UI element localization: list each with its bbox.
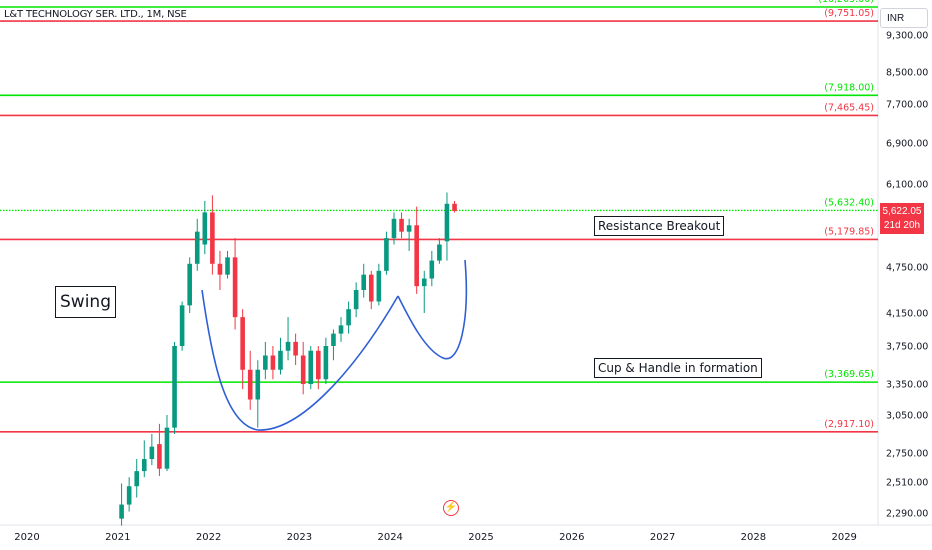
candle-body-34 [376,270,382,302]
candle-body-35 [384,238,389,271]
candle-body-9 [187,263,192,306]
y-tick-label-0: 9,300.00 [886,31,928,42]
level-label-2: (7,918.00) [824,82,874,93]
candle-body-32 [361,274,367,290]
y-tick-label-2: 7,700.00 [886,100,928,111]
candle-body-7 [172,346,177,428]
y-tick-label-7: 3,750.00 [886,342,928,353]
lightning-icon[interactable]: ⚡ [443,500,459,516]
candle-body-41 [429,260,435,279]
y-tick-label-6: 4,150.00 [886,309,928,320]
cup-curve [201,289,399,431]
candle-body-27 [323,346,329,380]
candle-body-10 [194,231,200,264]
candle-body-44 [452,203,457,211]
candle-body-1 [126,486,132,505]
candle-body-33 [368,274,374,302]
candle-body-39 [414,225,419,287]
candle-body-38 [406,225,412,232]
y-tick-label-10: 2,750.00 [886,449,928,460]
y-tick-label-1: 8,500.00 [886,68,928,79]
candle-body-5 [157,444,162,469]
candle-body-42 [437,244,442,261]
candle-body-11 [202,212,208,245]
handle-curve [397,259,468,360]
candle-body-19 [263,355,268,370]
candle-body-21 [278,350,283,370]
swing-annotation[interactable]: Swing [55,286,116,318]
candle-body-29 [338,325,344,334]
candle-body-24 [300,355,306,384]
candle-body-16 [240,317,245,370]
y-tick-label-5: 4,750.00 [886,263,928,274]
x-tick-label-1: 2021 [105,532,130,543]
candle-body-12 [210,212,215,264]
candle-body-0 [119,504,124,519]
y-tick-label-8: 3,350.00 [886,380,928,391]
y-tick-label-4: 6,100.00 [886,180,928,191]
currency-selector[interactable]: INR [880,8,928,28]
level-label-6: (3,369.65) [824,369,874,380]
candle-body-3 [141,459,147,472]
candle-body-17 [247,369,253,400]
candle-body-14 [225,257,230,275]
candle-body-15 [232,257,238,318]
candle-body-20 [270,355,276,370]
last-price-badge: 5,622.05 21d 20h [880,203,924,234]
x-tick-label-2: 2022 [196,532,221,543]
bar-countdown: 21d 20h [883,220,921,231]
x-tick-label-6: 2026 [559,532,584,543]
x-tick-label-9: 2029 [831,532,856,543]
candle-body-28 [331,333,336,346]
y-tick-label-9: 3,050.00 [886,411,928,422]
candle-body-4 [149,446,155,460]
candle-body-6 [164,427,170,469]
candle-body-43 [444,203,450,242]
candle-body-37 [399,218,404,232]
symbol-title: L&T TECHNOLOGY SER. LTD., 1M, NSE [4,9,187,20]
candle-body-25 [308,350,314,384]
x-tick-label-3: 2023 [287,532,312,543]
level-label-1: (9,751.05) [824,8,874,19]
level-label-4: (5,632.40) [824,197,874,208]
x-tick-label-8: 2028 [741,532,766,543]
candle-body-23 [293,341,298,356]
candle-body-40 [421,278,427,287]
candle-body-18 [255,369,261,400]
candle-body-30 [346,309,351,326]
candle-body-22 [285,341,291,351]
resistance-breakout-annotation[interactable]: Resistance Breakout [594,216,725,236]
cup-handle-annotation[interactable]: Cup & Handle in formation [594,358,762,378]
y-tick-label-3: 6,900.00 [886,139,928,150]
level-label-0: (10,205.00) [818,0,874,5]
level-label-7: (2,917.10) [824,419,874,430]
x-tick-label-4: 2024 [377,532,402,543]
level-label-3: (7,465.45) [824,102,874,113]
x-tick-label-7: 2027 [650,532,675,543]
y-tick-label-12: 2,290.00 [886,509,928,520]
x-tick-label-0: 2020 [14,532,39,543]
candle-body-31 [353,290,359,310]
candle-body-26 [316,350,321,380]
candle-body-13 [217,263,223,275]
candle-body-2 [134,471,140,487]
x-tick-label-5: 2025 [468,532,493,543]
last-price-value: 5,622.05 [882,206,922,217]
candle-body-36 [391,218,397,239]
y-tick-label-11: 2,510.00 [886,478,928,489]
candle-body-8 [179,305,185,346]
level-label-5: (5,179.85) [824,226,874,237]
